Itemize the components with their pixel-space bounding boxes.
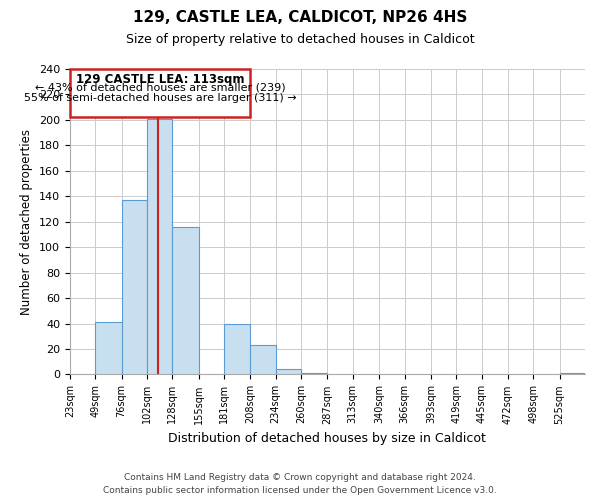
Text: ← 43% of detached houses are smaller (239): ← 43% of detached houses are smaller (23… (35, 83, 286, 93)
Bar (95, 322, 122, 374)
Bar (122, 200, 147, 374)
Bar (147, 118, 172, 374)
Text: Contains HM Land Registry data © Crown copyright and database right 2024.
Contai: Contains HM Land Registry data © Crown c… (103, 474, 497, 495)
Y-axis label: Number of detached properties: Number of detached properties (20, 128, 34, 314)
Bar (224, 324, 250, 374)
Bar (301, 373, 328, 374)
Bar (250, 345, 276, 374)
Text: 129, CASTLE LEA, CALDICOT, NP26 4HS: 129, CASTLE LEA, CALDICOT, NP26 4HS (133, 10, 467, 25)
Bar (70, 69, 250, 117)
X-axis label: Distribution of detached houses by size in Caldicot: Distribution of detached houses by size … (169, 432, 487, 445)
Text: 129 CASTLE LEA: 113sqm: 129 CASTLE LEA: 113sqm (76, 73, 244, 86)
Bar (276, 370, 301, 374)
Text: 55% of semi-detached houses are larger (311) →: 55% of semi-detached houses are larger (… (24, 93, 296, 103)
Text: Size of property relative to detached houses in Caldicot: Size of property relative to detached ho… (125, 32, 475, 46)
Bar (560, 373, 585, 374)
Bar (172, 227, 199, 374)
